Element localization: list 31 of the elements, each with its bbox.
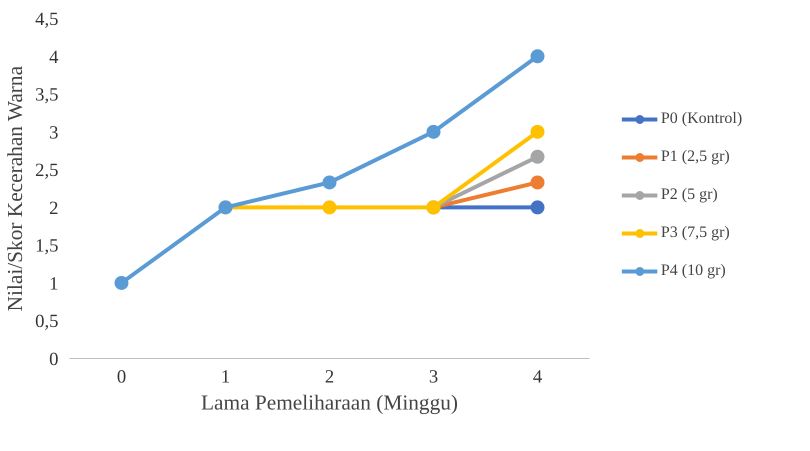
- x-tick-label: 1: [220, 366, 230, 388]
- x-axis-title: Lama Pemeliharaan (Minggu): [200, 390, 458, 414]
- legend-label: P4 (10 gr): [660, 262, 726, 280]
- y-tick-label: 4: [49, 46, 60, 68]
- x-tick-label: 2: [324, 366, 334, 388]
- y-tick-label: 4,5: [35, 9, 59, 30]
- x-tick-label: 3: [428, 366, 438, 388]
- point: [322, 175, 336, 190]
- point: [530, 200, 544, 214]
- point: [530, 49, 544, 64]
- y-tick-label: 0: [49, 349, 58, 370]
- point: [114, 276, 128, 290]
- y-tick-label: 3,5: [35, 84, 59, 106]
- legend-label: P2 (5 gr): [660, 186, 718, 204]
- x-tick-label: 0: [116, 366, 126, 388]
- legend-label: P3 (7,5 gr): [660, 224, 730, 242]
- y-tick-label: 0,5: [35, 311, 59, 332]
- y-tick-label: 1,5: [35, 236, 59, 257]
- legend-label: P0 (Kontrol): [660, 110, 742, 128]
- y-tick-label: 1: [49, 273, 58, 294]
- x-tick-label: 4: [532, 366, 543, 388]
- y-tick-label: 2: [49, 198, 58, 219]
- legend-label: P1 (2,5 gr): [660, 148, 730, 166]
- y-tick-label: 2,5: [35, 160, 59, 182]
- point: [426, 124, 440, 139]
- point: [322, 200, 336, 214]
- point: [530, 124, 544, 139]
- point: [530, 175, 544, 190]
- y-tick-label: 3: [49, 122, 58, 144]
- y-axis-title: Nilai/Skor Kecerahan Warna: [3, 65, 28, 312]
- point: [530, 150, 544, 164]
